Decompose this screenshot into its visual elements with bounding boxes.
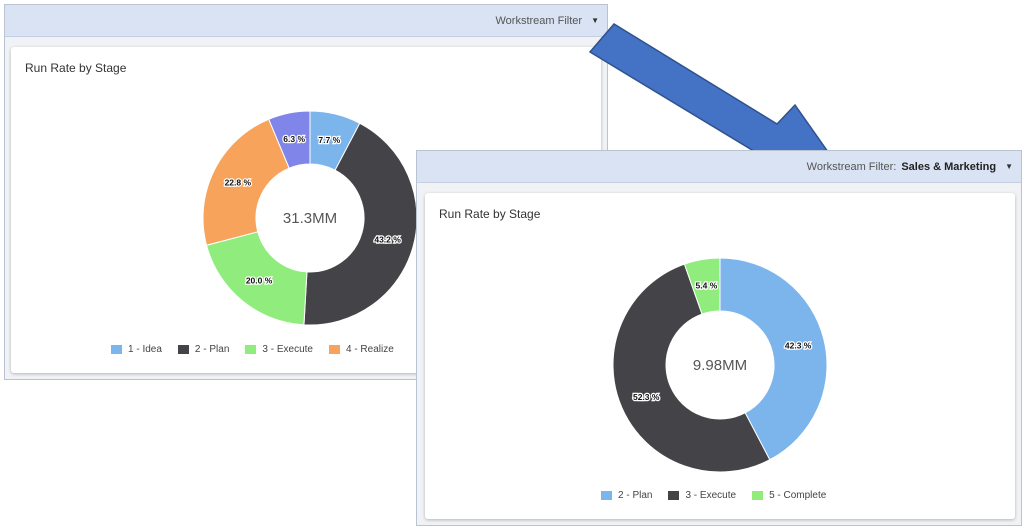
slice-data-label: 7.7 % [318,135,340,145]
legend-item[interactable]: 4 - Realize [328,344,394,355]
donut-slice[interactable] [202,118,290,246]
legend-label: 2 - Plan [194,344,230,355]
caret-down-icon[interactable]: ▼ [591,16,599,25]
legend-label: 4 - Realize [345,344,394,355]
slice-data-label: 20.0 % [246,275,273,285]
legend-item[interactable]: 1 - Idea [111,344,162,355]
filter-label: Workstream Filter: [806,160,897,173]
legend-label: 5 - Complete [769,490,827,501]
workstream-panel-right: Workstream Filter: Sales & Marketing ▼ R… [416,150,1022,526]
legend-swatch [601,491,612,500]
card-title: Run Rate by Stage [439,207,541,221]
filter-value: Sales & Marketing [901,160,997,173]
filter-label: Workstream Filter [495,14,583,27]
legend-item[interactable]: 3 - Execute [668,490,736,501]
legend-swatch [328,345,340,354]
slice-data-label: 6.3 % [283,134,305,144]
donut-slice[interactable] [303,122,418,326]
donut-slice[interactable] [612,263,771,473]
slice-data-label: 52.3 % [633,392,660,402]
slice-data-label: 42.3 % [785,341,812,351]
workstream-filter-dropdown[interactable]: Workstream Filter: Sales & Marketing ▼ [807,161,1013,173]
chart-legend: 1 - Idea 2 - Plan 3 - Execute 4 - Realize [111,344,394,355]
legend-label: 1 - Idea [128,344,162,355]
legend-swatch [752,491,764,500]
legend-swatch [668,491,680,500]
caret-down-icon[interactable]: ▼ [1005,162,1013,171]
center-total-label: 31.3MM [283,210,337,227]
legend-swatch [245,345,257,354]
legend-item[interactable]: 3 - Execute [245,344,313,355]
card-title: Run Rate by Stage [25,61,127,75]
legend-item[interactable]: 2 - Plan [601,490,652,501]
chart-legend: 2 - Plan 3 - Execute 5 - Complete [601,490,826,501]
panel-header: Workstream Filter: Sales & Marketing ▼ [417,151,1021,183]
legend-label: 3 - Execute [685,490,737,501]
legend-label: 3 - Execute [262,344,313,355]
donut-slice[interactable] [268,110,311,169]
legend-item[interactable]: 5 - Complete [752,490,826,501]
slice-data-label: 43.2 % [374,234,401,244]
legend-label: 2 - Plan [618,490,653,501]
donut-slice[interactable] [719,257,828,461]
legend-swatch [177,345,189,354]
slice-data-label: 22.8 % [225,177,252,187]
run-rate-card: Run Rate by Stage 42.3 % 52.3 % 5.4 % 9.98M… [425,193,1015,519]
workstream-filter-dropdown[interactable]: Workstream Filter ▼ [495,15,599,27]
donut-slice[interactable] [683,257,721,315]
panel-header: Workstream Filter ▼ [5,5,607,37]
slice-data-label: 5.4 % [696,281,718,291]
legend-item[interactable]: 2 - Plan [177,344,230,355]
donut-chart: 42.3 % 52.3 % 5.4 % 9.98MM [612,257,828,473]
legend-swatch [111,345,122,354]
center-total-label: 9.98MM [693,357,747,374]
donut-chart: 7.7 % 43.2 % 20.0 % 22.8 % 6.3 % 31.3MM [202,110,418,326]
